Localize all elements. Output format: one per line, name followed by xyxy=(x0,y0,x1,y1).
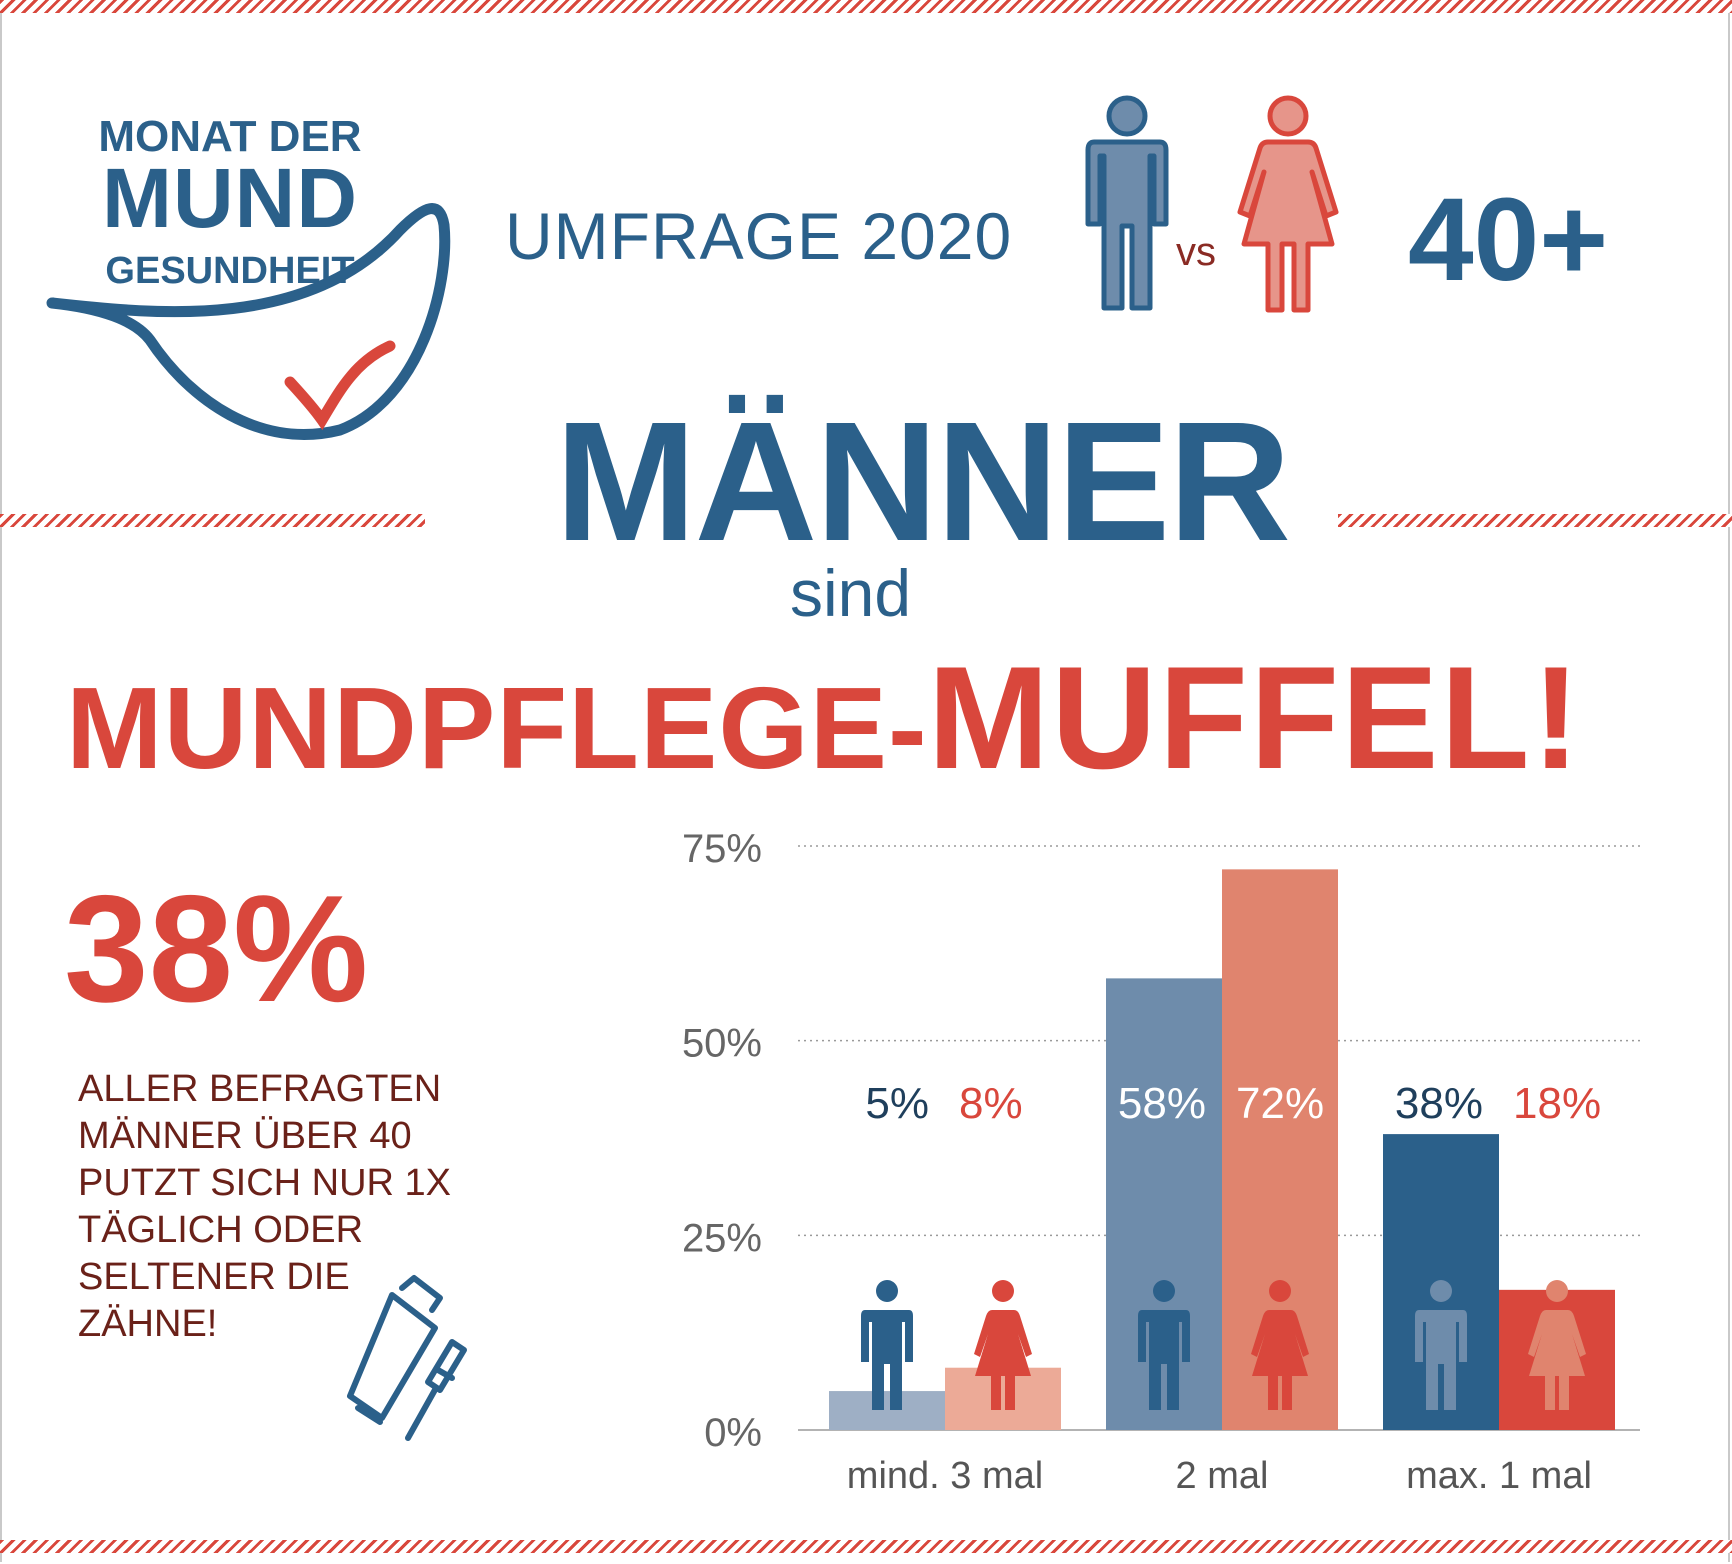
bottom-stripe xyxy=(0,1540,1732,1553)
mouth-swoosh-icon xyxy=(46,203,451,440)
female-icon xyxy=(974,1310,1032,1410)
age-label: 40+ xyxy=(1408,174,1609,306)
female-icon xyxy=(1237,95,1339,313)
headline-men: MÄNNER xyxy=(0,384,1732,580)
female-icon xyxy=(992,1280,1014,1302)
top-stripe xyxy=(0,0,1732,13)
logo-line2: MUND xyxy=(102,151,358,245)
data-label: 58% xyxy=(1118,1079,1206,1128)
x-tick-label: mind. 3 mal xyxy=(847,1455,1043,1497)
male-icon xyxy=(1430,1280,1452,1302)
female-icon xyxy=(1269,1280,1291,1302)
y-tick-label: 0% xyxy=(704,1411,762,1455)
stat-description: ALLER BEFRAGTEN MÄNNER ÜBER 40 PUTZT SIC… xyxy=(78,1068,452,1345)
x-tick-label: max. 1 mal xyxy=(1406,1455,1592,1497)
data-label: 8% xyxy=(959,1079,1023,1128)
male-icon xyxy=(1415,1310,1467,1410)
left-stripe xyxy=(0,514,425,527)
headline-part-b: MUFFEL! xyxy=(927,636,1583,799)
y-tick-label: 25% xyxy=(682,1216,762,1260)
data-label: 18% xyxy=(1513,1079,1601,1128)
male-icon xyxy=(1138,1310,1190,1410)
data-label: 38% xyxy=(1395,1079,1483,1128)
male-icon xyxy=(861,1310,913,1410)
bar xyxy=(945,1367,1061,1430)
female-icon xyxy=(1546,1280,1568,1302)
toothpaste-toothbrush-icon xyxy=(347,1275,467,1441)
stat-value: 38% xyxy=(64,864,369,1034)
male-icon xyxy=(1085,95,1169,311)
headline-men-text: MÄNNER xyxy=(554,387,1291,577)
data-label: 5% xyxy=(865,1079,929,1128)
y-tick-label: 50% xyxy=(682,1022,762,1066)
survey-title: UMFRAGE 2020 xyxy=(505,199,1013,273)
vs-label: vs xyxy=(1176,230,1216,274)
data-label: 72% xyxy=(1236,1079,1324,1128)
right-stripe xyxy=(1338,514,1732,527)
male-icon xyxy=(876,1280,898,1302)
headline-part-a: MUNDPFLEGE- xyxy=(66,663,928,793)
y-tick-label: 75% xyxy=(682,827,762,871)
female-icon xyxy=(1251,1310,1309,1410)
bar xyxy=(829,1391,945,1430)
headline-sind: sind xyxy=(790,556,912,630)
logo-line1: MONAT DER xyxy=(98,112,362,161)
x-tick-label: 2 mal xyxy=(1176,1455,1269,1497)
headline-muffel: MUNDPFLEGE-MUFFEL! xyxy=(66,634,1582,802)
female-icon xyxy=(1528,1310,1586,1410)
male-icon xyxy=(1153,1280,1175,1302)
logo: MONAT DER MUND GESUNDHEIT xyxy=(40,100,460,460)
